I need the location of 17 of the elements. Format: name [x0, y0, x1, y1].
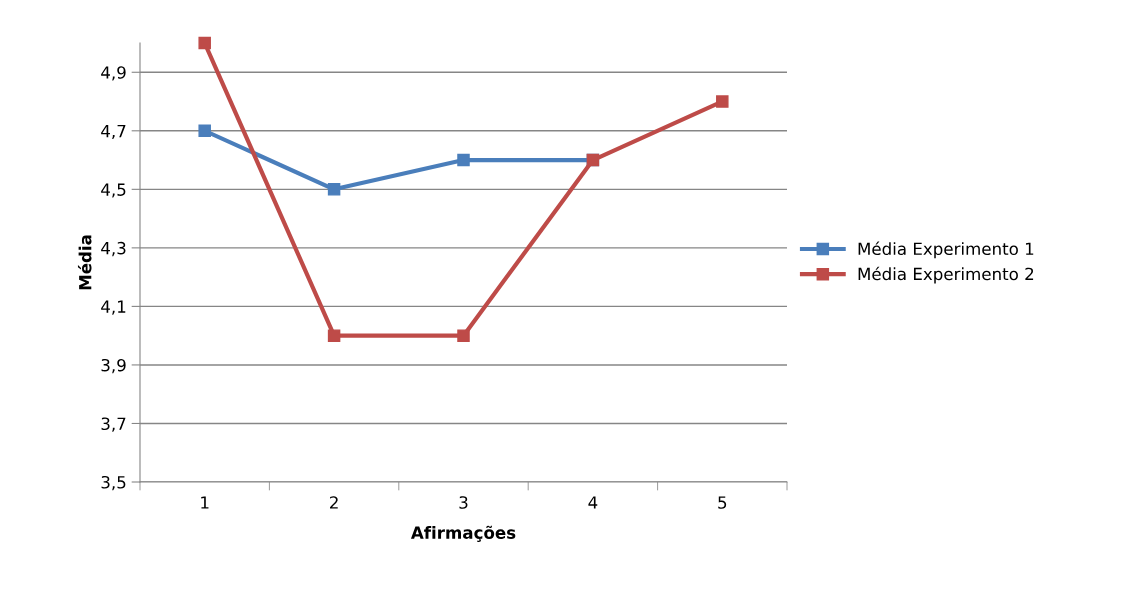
x-tick-label: 5 — [718, 496, 727, 509]
legend-label: Média Experimento 2 — [858, 266, 1034, 284]
x-tick-label: 3 — [459, 496, 468, 509]
y-tick-label: 4,1 — [101, 300, 126, 315]
x-tick-label: 1 — [201, 496, 209, 509]
y-tick-label: 3,7 — [101, 417, 126, 432]
x-axis-title: Afirmações — [410, 525, 516, 542]
x-tick-label: 2 — [330, 496, 338, 509]
y-tick-label: 4,7 — [101, 124, 126, 140]
y-tick-label: 3,9 — [101, 358, 126, 374]
y-tick-label: 4,9 — [101, 66, 126, 81]
y-tick-label: 3,5 — [101, 475, 126, 491]
x-tick-label: 4 — [588, 496, 598, 509]
legend-label: Média Experimento 1 — [858, 241, 1034, 259]
y-tick-label: 4,3 — [101, 241, 126, 257]
y-tick-label: 4,5 — [101, 183, 126, 198]
y-axis-title: Média — [77, 235, 92, 290]
